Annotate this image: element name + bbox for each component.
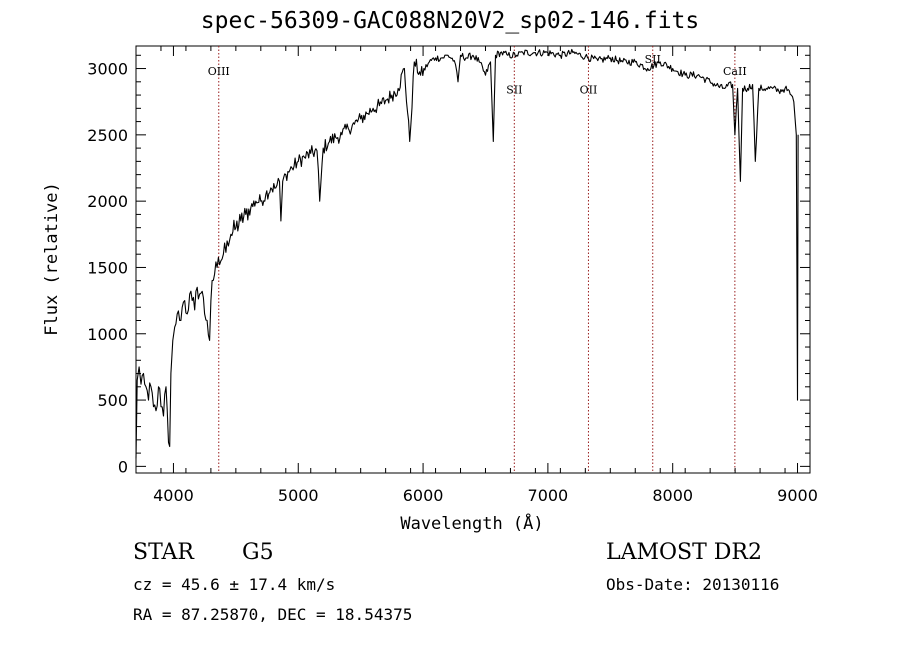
line-marker-label: SII [506, 84, 522, 97]
line-marker-label: SII [645, 53, 661, 66]
spectrum-line [135, 48, 799, 459]
x-tick-label: 9000 [777, 486, 818, 505]
y-tick-label: 1500 [87, 258, 128, 277]
object-subclass: G5 [242, 540, 274, 565]
y-axis-label: Flux (relative) [42, 182, 62, 336]
x-tick-label: 7000 [528, 486, 569, 505]
x-tick-label: 6000 [403, 486, 444, 505]
line-marker-label: CaII [723, 65, 747, 78]
y-tick-label: 2500 [87, 126, 128, 145]
spectrum-series [135, 48, 799, 459]
y-tick-label: 3000 [87, 60, 128, 79]
coordinates: RA = 87.25870, DEC = 18.54375 [133, 605, 413, 624]
object-class: STAR [133, 540, 194, 565]
obs-date: Obs-Date: 20130116 [606, 575, 780, 594]
line-marker-label: OIII [208, 65, 230, 78]
redshift-readout: cz = 45.6 ± 17.4 km/s [133, 575, 336, 594]
y-tick-label: 1000 [87, 325, 128, 344]
chart-title: spec-56309-GAC088N20V2_sp02-146.fits [200, 8, 700, 34]
x-axis-label: Wavelength (Å) [400, 512, 543, 534]
survey-name: LAMOST DR2 [606, 540, 762, 565]
x-tick-label: 8000 [652, 486, 693, 505]
plot-frame [135, 45, 811, 474]
axis-ticks: 4000 5000 6000 7000 8000 9000 0 500 1000 1500 2000… [87, 46, 818, 505]
emission-line-markers: OIII SII OII SII CaII [208, 46, 747, 473]
y-tick-label: 500 [97, 391, 128, 410]
axes-frame [135, 45, 811, 474]
line-marker-label: OII [580, 84, 598, 97]
x-tick-label: 5000 [278, 486, 319, 505]
y-tick-label: 2000 [87, 192, 128, 211]
x-tick-label: 4000 [153, 486, 194, 505]
y-tick-label: 0 [118, 457, 128, 476]
